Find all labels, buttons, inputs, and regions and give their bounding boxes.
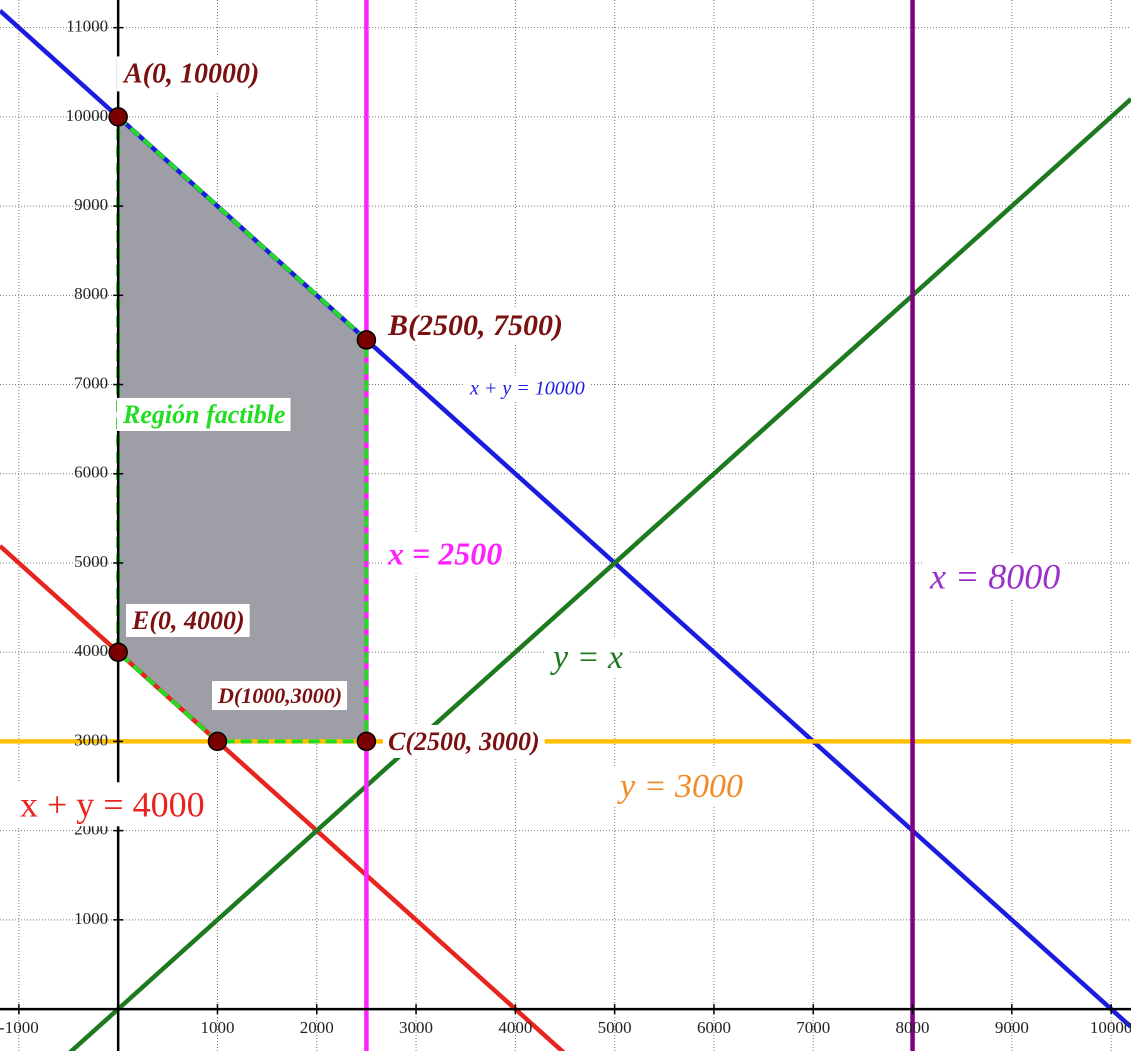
vertex-point (108, 107, 128, 127)
y-tick-label: 8000 (74, 284, 108, 303)
y-tick-label: 11000 (66, 17, 108, 36)
x-tick-label: 8000 (896, 1018, 930, 1037)
label-group: E(0, 4000) (126, 603, 250, 637)
y-tick-label: 3000 (74, 730, 108, 749)
label: C(2500, 3000) (388, 727, 540, 756)
label-background (924, 554, 1066, 599)
label-group: y = 3000 (612, 765, 749, 807)
x-tick-label: -1000 (0, 1018, 39, 1037)
label-group: x + y = 4000 (15, 782, 210, 827)
x-tick-label: 10000 (1090, 1018, 1131, 1037)
labels: -1000 1000 2000 3000 4000 5000 6000 7000 8000 900… (0, 17, 1131, 1037)
label: Región factible (122, 400, 285, 429)
x-tick-label: 4000 (498, 1018, 532, 1037)
x-tick-label: 7000 (796, 1018, 830, 1037)
label-group: Región factible (117, 397, 291, 431)
vertex-point (207, 731, 228, 752)
y-tick-label: 9000 (74, 195, 108, 214)
label-background (117, 397, 291, 431)
label: y = 3000 (617, 768, 743, 805)
constraint-line (0, 544, 566, 1051)
x-tick-label: 6000 (697, 1018, 731, 1037)
label-group: x = 2500 (382, 533, 508, 574)
label: x + y = 10000 (469, 378, 585, 400)
y-tick-label: 10000 (66, 106, 109, 125)
label: x = 8000 (929, 556, 1060, 596)
label-group: B(2500, 7500) (382, 306, 568, 344)
vertex-point (108, 642, 128, 662)
label-group: x = 8000 (924, 554, 1066, 599)
x-tick-label: 5000 (598, 1018, 632, 1037)
label-group: D(1000,3000) (212, 681, 348, 711)
label-background (126, 603, 250, 637)
label-background (382, 533, 508, 574)
y-tick-label: 4000 (74, 641, 108, 660)
label-group: C(2500, 3000) (383, 724, 545, 758)
vertex-point (356, 731, 377, 752)
label-background (15, 782, 210, 827)
x-tick-label: 3000 (399, 1018, 433, 1037)
label-group: A(0, 10000) (117, 56, 265, 92)
label-background (382, 306, 568, 344)
y-tick-label: 5000 (74, 552, 108, 571)
y-tick-label: 6000 (74, 463, 108, 482)
label-group: x + y = 10000 (464, 375, 590, 402)
y-tick-label: 1000 (74, 909, 108, 928)
label-background (545, 636, 629, 678)
label-background (117, 56, 265, 92)
x-tick-label: 2000 (300, 1018, 334, 1037)
label: y = x (550, 639, 623, 676)
label: B(2500, 7500) (387, 309, 563, 342)
label: x + y = 4000 (20, 784, 205, 824)
label: A(0, 10000) (122, 58, 259, 89)
label-background (464, 375, 590, 402)
label: E(0, 4000) (131, 606, 245, 635)
label-background (212, 681, 348, 711)
x-tick-label: 1000 (200, 1018, 234, 1037)
points (108, 107, 377, 752)
y-tick-label: 7000 (74, 373, 108, 392)
label: x = 2500 (387, 535, 502, 571)
constraint-line (68, 97, 1131, 1051)
label-group: y = x (545, 636, 629, 678)
label: D(1000,3000) (217, 683, 342, 708)
x-tick-label: 9000 (995, 1018, 1029, 1037)
label-background (612, 765, 749, 807)
vertex-point (356, 330, 377, 350)
label-background (383, 724, 545, 758)
